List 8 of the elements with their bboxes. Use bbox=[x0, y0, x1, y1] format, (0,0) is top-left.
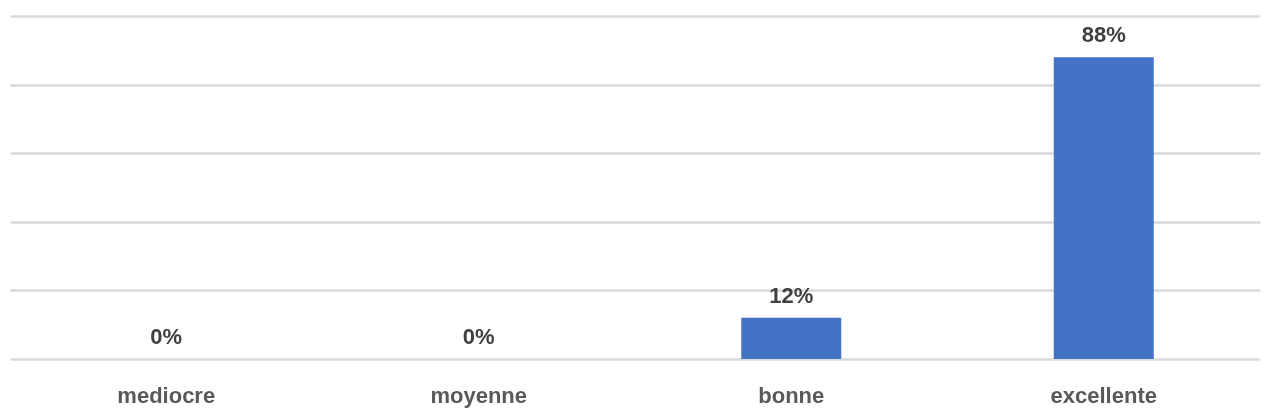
data-label: 0% bbox=[150, 324, 183, 349]
x-tick-label: moyenne bbox=[430, 382, 528, 408]
x-tick-label: bonne bbox=[758, 382, 825, 408]
x-tick-label: mediocre bbox=[117, 382, 216, 408]
x-tick-label: excellente bbox=[1050, 382, 1157, 408]
data-label: 12% bbox=[769, 282, 814, 308]
data-label: 0% bbox=[462, 324, 495, 349]
data-label: 88% bbox=[1081, 22, 1126, 48]
